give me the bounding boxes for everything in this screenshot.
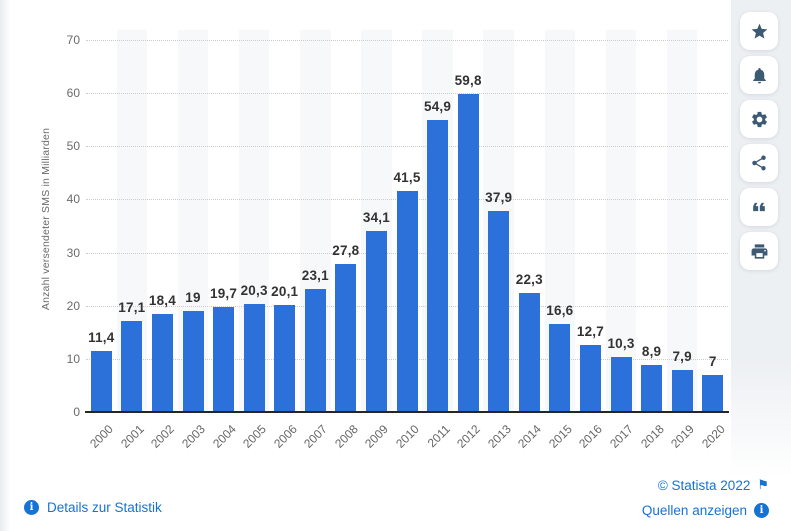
bar-value-label: 16,6 — [546, 302, 574, 318]
printer-icon — [751, 243, 767, 259]
bar-2005[interactable] — [243, 304, 265, 412]
x-axis-line — [85, 411, 729, 413]
bar-value-label: 54,9 — [424, 99, 452, 115]
bar-2003[interactable] — [182, 311, 204, 412]
bar-value-label: 27,8 — [332, 243, 360, 259]
y-tick-label: 60 — [66, 86, 80, 101]
bar-2011[interactable] — [427, 120, 449, 412]
gridline — [86, 93, 728, 95]
y-axis-title: Anzahl versendeter SMS in Milliarden — [40, 127, 52, 311]
bar-2020[interactable] — [702, 374, 724, 412]
bar-value-label: 20,3 — [240, 283, 268, 299]
bar-2016[interactable] — [579, 344, 601, 412]
share-icon — [752, 155, 766, 171]
bar-2007[interactable] — [304, 289, 326, 412]
bar-2018[interactable] — [641, 364, 663, 412]
bar-value-label: 22,3 — [515, 272, 543, 288]
details-link[interactable]: i Details zur Statistik — [24, 500, 162, 515]
bar-2012[interactable] — [457, 94, 479, 412]
y-tick-label: 50 — [66, 139, 80, 154]
favorite-button[interactable] — [740, 12, 778, 50]
bell-icon — [752, 67, 766, 83]
bar-value-label: 34,1 — [362, 209, 390, 225]
y-tick-label: 0 — [73, 405, 80, 419]
bar-2009[interactable] — [365, 230, 387, 412]
sources-link-label: Quellen anzeigen — [641, 503, 747, 518]
quote-icon — [753, 202, 765, 212]
bar-2019[interactable] — [671, 370, 693, 412]
bar-value-label: 12,7 — [576, 323, 604, 339]
bar-value-label: 41,5 — [393, 170, 421, 186]
bar-value-label: 19 — [185, 290, 201, 306]
bar-value-label: 18,4 — [148, 293, 176, 309]
bar-2010[interactable] — [396, 191, 418, 412]
bar-2002[interactable] — [151, 314, 173, 412]
bar-2000[interactable] — [90, 351, 112, 412]
bar-2013[interactable] — [488, 210, 510, 412]
bar-value-label: 20,1 — [271, 284, 299, 300]
bar-value-label: 17,1 — [118, 300, 146, 316]
bar-2015[interactable] — [549, 323, 571, 412]
y-tick-label: 30 — [66, 245, 80, 260]
y-tick-label: 70 — [66, 33, 80, 47]
bar-value-label: 8,9 — [641, 343, 662, 359]
bar-2017[interactable] — [610, 357, 632, 412]
page-left-edge — [0, 0, 10, 531]
bar-value-label: 7,9 — [672, 349, 692, 365]
bar-2001[interactable] — [121, 321, 143, 412]
bar-value-label: 23,1 — [301, 268, 329, 284]
star-icon — [751, 23, 767, 39]
sources-link[interactable]: Quellen anzeigen i — [642, 503, 769, 518]
cite-button[interactable] — [740, 188, 778, 226]
bar-value-label: 37,9 — [485, 189, 513, 205]
print-button[interactable] — [740, 232, 778, 270]
bar-2006[interactable] — [274, 305, 296, 412]
settings-button[interactable] — [740, 100, 778, 138]
bar-2004[interactable] — [213, 307, 235, 412]
notifications-button[interactable] — [740, 56, 778, 94]
details-link-label: Details zur Statistik — [47, 500, 162, 515]
bar-value-label: 7 — [708, 353, 717, 369]
y-tick-label: 10 — [66, 351, 80, 366]
gear-icon — [751, 111, 767, 127]
bar-value-label: 19,7 — [210, 286, 238, 302]
copyright-label: © Statista 2022 — [657, 478, 751, 493]
flag-icon: ⚑ — [757, 478, 769, 493]
bar-value-label: 59,8 — [454, 73, 482, 89]
share-button[interactable] — [740, 144, 778, 182]
bar-2008[interactable] — [335, 264, 357, 412]
y-tick-label: 20 — [66, 298, 80, 313]
bar-value-label: 10,3 — [607, 336, 635, 352]
bar-value-label: 11,4 — [88, 330, 115, 346]
copyright-link[interactable]: © Statista 2022 ⚑ — [658, 478, 769, 493]
gridline — [86, 146, 728, 148]
bar-2014[interactable] — [518, 293, 540, 412]
info-icon: i — [754, 503, 769, 518]
info-icon: i — [24, 500, 39, 515]
gridline — [86, 40, 728, 41]
y-tick-label: 40 — [66, 192, 80, 207]
